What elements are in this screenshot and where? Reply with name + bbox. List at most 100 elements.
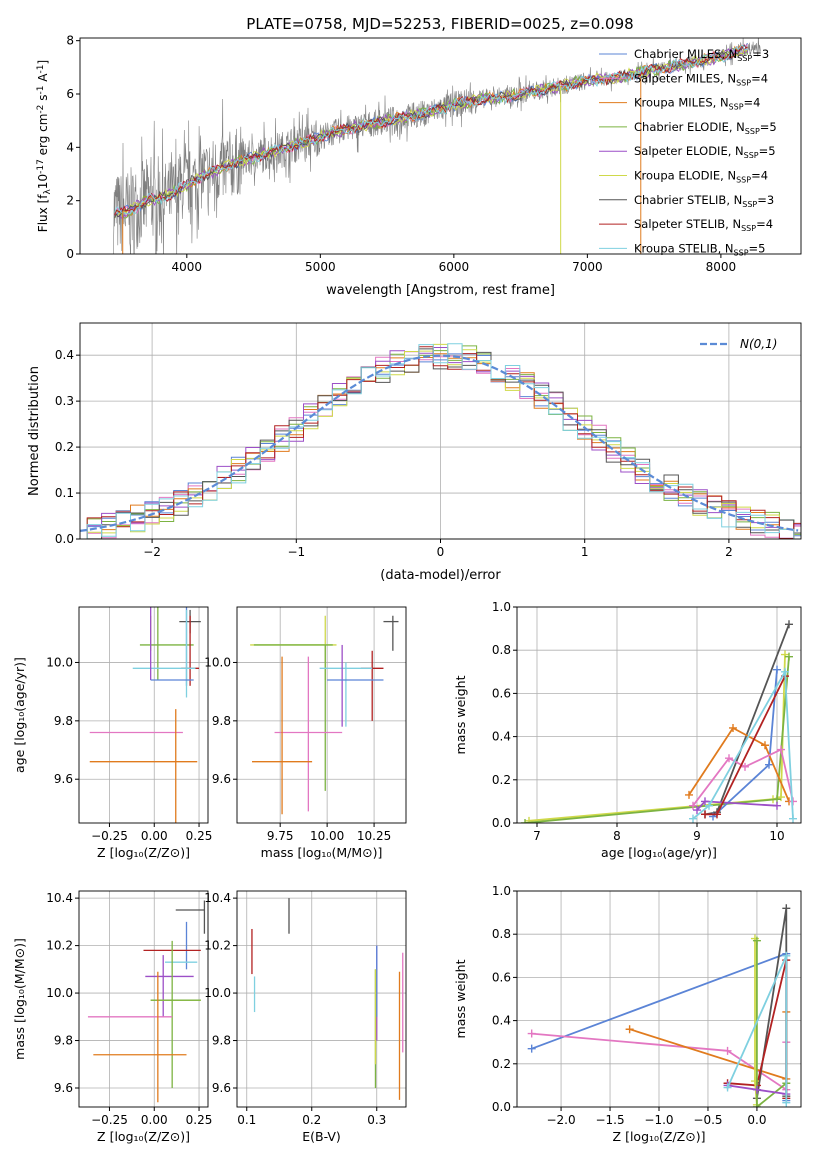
x-tick-label: −0.5 — [693, 1113, 722, 1127]
gridlines — [237, 891, 406, 1107]
data-point — [274, 656, 343, 812]
data-point — [253, 644, 333, 791]
figure-title: PLATE=0758, MJD=52253, FIBERID=0025, z=0… — [246, 15, 633, 33]
x-tick-label: 0.00 — [141, 1113, 168, 1127]
y-axis-label: Normed distribution — [27, 366, 42, 496]
y-tick-label: 9.6 — [212, 1081, 231, 1095]
histogram-chabrier-elodie — [80, 345, 801, 539]
weight-marker — [781, 667, 789, 676]
x-axis-label: Z [log₁₀(Z/Z⊙)] — [97, 845, 190, 860]
y-tick-label: 2 — [66, 194, 74, 208]
y-tick-label: 4 — [66, 140, 74, 154]
x-tick-label: 0.00 — [141, 829, 168, 843]
weight-marker — [713, 810, 721, 819]
plot-area — [89, 607, 201, 823]
weight-marker — [693, 806, 701, 815]
legend-entry: Salpeter ELODIE, NSSP=5 — [634, 144, 776, 160]
legend-entry: Salpeter STELIB, NSSP=4 — [634, 217, 773, 233]
data-point — [252, 656, 313, 815]
weight-marker — [752, 936, 761, 945]
x-tick-label: −0.25 — [91, 829, 128, 843]
x-axis-label: Z [log₁₀(Z/Z⊙)] — [613, 1129, 706, 1144]
y-axis-label: mass weight — [453, 675, 468, 754]
x-tick-label: 6000 — [439, 260, 470, 274]
weight-marker — [752, 1085, 761, 1094]
y-tick-label: 6 — [66, 87, 74, 101]
weight-marker — [725, 754, 733, 763]
plot-area — [250, 615, 399, 815]
weight-marker — [761, 741, 769, 750]
y-tick-label: 0.2 — [55, 440, 74, 454]
y-tick-label: 9.8 — [212, 714, 231, 728]
x-tick-label: 0.25 — [186, 829, 213, 843]
y-tick-label: 10.0 — [204, 655, 231, 669]
plot-area — [87, 900, 206, 1103]
weight-marker — [789, 814, 797, 823]
x-tick-label: 9.75 — [267, 829, 294, 843]
weight-marker — [527, 1029, 536, 1038]
y-tick-label: 0.6 — [492, 686, 511, 700]
y-tick-label: 9.8 — [212, 1034, 231, 1048]
axes-frame — [78, 890, 209, 1108]
weight-marker — [773, 801, 781, 810]
chart-age-vs-mass: 9.75 10.00 10.25 9.6 9.8 10.0 mass [log₁₀(M/M⊙… — [204, 606, 407, 860]
x-tick-label: 0 — [437, 545, 445, 559]
x-tick-label: 10 — [769, 829, 784, 843]
x-tick-label: 2 — [725, 545, 733, 559]
y-tick-label: 9.8 — [54, 1034, 73, 1048]
weight-line-kroupa-stelib — [692, 668, 794, 820]
data-point — [93, 971, 187, 1103]
plot-area — [113, 38, 761, 254]
weight-marker — [723, 1046, 732, 1055]
axes-frame — [236, 890, 407, 1108]
y-tick-label: 9.6 — [54, 772, 73, 786]
legend-entry: Chabrier MILES, NSSP=3 — [634, 47, 769, 63]
x-tick-label: 0.1 — [237, 1113, 256, 1127]
legend-entry: N(0,1) — [740, 337, 777, 351]
histogram-salpeter-elodie — [80, 347, 801, 539]
model-kroupa-stelib — [114, 45, 748, 215]
x-tick-label: 0.3 — [367, 1113, 386, 1127]
histogram-kroupa-stelib — [80, 343, 801, 539]
data-point — [145, 955, 194, 1017]
y-tick-label: 0.4 — [55, 348, 74, 362]
weight-marker — [689, 801, 697, 810]
x-tick-label: 0.0 — [747, 1113, 766, 1127]
y-tick-label: 9.6 — [212, 772, 231, 786]
x-tick-label: 9 — [693, 829, 701, 843]
legend-entry: Kroupa MILES, NSSP=4 — [634, 96, 760, 112]
chart-residuals: −2 −1 0 1 2 0.0 0.1 0.2 0.3 0.4 (data-model)/error… — [27, 322, 802, 583]
x-tick-label: −2.0 — [546, 1113, 575, 1127]
y-tick-label: 0.0 — [492, 816, 511, 830]
data-point — [383, 615, 399, 651]
axes-frame — [516, 606, 802, 824]
axes-frame — [236, 606, 407, 824]
x-tick-label: −2 — [143, 545, 161, 559]
data-point — [89, 709, 198, 823]
y-tick-label: 10.0 — [204, 986, 231, 1000]
plot-area — [527, 904, 791, 1107]
weight-marker — [773, 665, 781, 674]
model-kroupa-elodie — [114, 48, 748, 219]
chart-mass-vs-Z: −0.25 0.00 0.25 9.6 9.8 10.0 10.2 10.4 Z [log₁₀(… — [12, 890, 213, 1144]
x-tick-label: 5000 — [305, 260, 336, 274]
weight-marker — [527, 1044, 536, 1053]
x-tick-label: −1.0 — [644, 1113, 673, 1127]
x-tick-label: 0.25 — [186, 1113, 213, 1127]
y-tick-label: 0.8 — [492, 927, 511, 941]
data-point — [319, 662, 373, 727]
axes-frame — [79, 37, 802, 255]
y-tick-label: 10.4 — [46, 891, 73, 905]
weight-marker — [685, 790, 693, 799]
y-tick-label: 0.2 — [492, 773, 511, 787]
histogram-salpeter-stelib — [80, 346, 801, 539]
weight-marker — [705, 801, 713, 810]
gridlines — [237, 607, 406, 823]
gridlines — [79, 891, 208, 1107]
weight-line-chabrier-elodie — [524, 656, 790, 823]
weight-marker — [741, 762, 749, 771]
y-axis-label: Flux [fλ10-17 erg cm-2 s-1 A-1] — [36, 60, 53, 232]
x-axis-label: age [log₁₀(age/yr)] — [601, 845, 717, 860]
weight-marker — [765, 760, 773, 769]
